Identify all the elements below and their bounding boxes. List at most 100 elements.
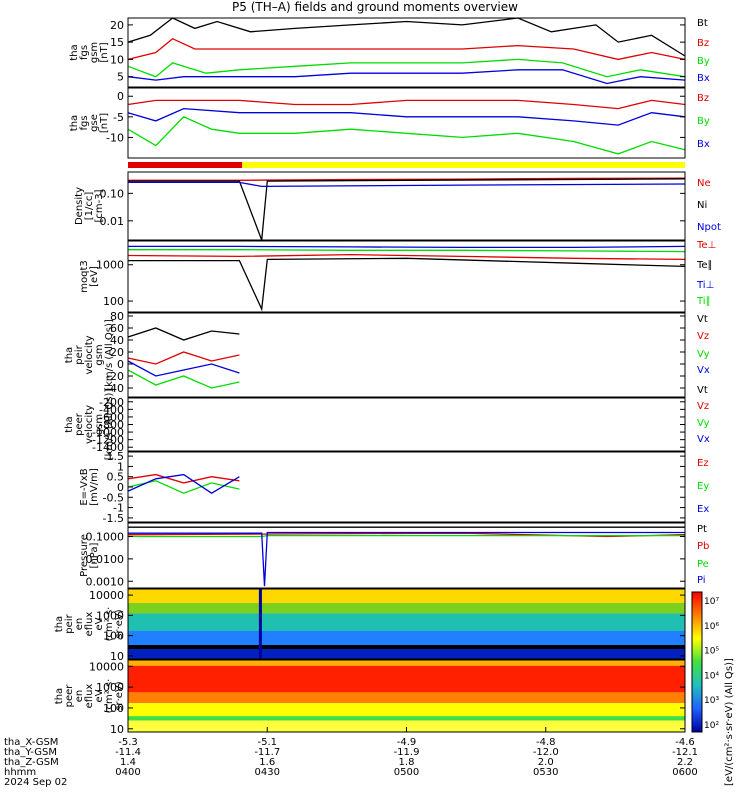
y-tick-label: 1000: [96, 609, 124, 622]
x-row-value: -11.4: [115, 747, 141, 758]
panel-frame: [127, 588, 686, 660]
colorbar-tick-label: 10⁷: [704, 597, 719, 607]
colorbar: 10⁷ 10⁶ 10⁵ 10⁴ 10³ 10² [eV/(cm²·s·sr·eV) (All…: [691, 591, 735, 786]
y-tick-label: 10: [110, 650, 124, 663]
y-axis-label: gse: [89, 114, 100, 132]
y-tick-label: 1.5: [107, 450, 125, 463]
y-axis-label: (cm²·s·: [104, 607, 115, 642]
spectrogram-band: [128, 665, 685, 693]
status-bar: [128, 162, 685, 168]
x-row-value: 2.0: [538, 757, 554, 768]
y-tick-label: -1.5: [103, 512, 124, 525]
legend-Vz: Vz: [697, 331, 709, 342]
date-label: 2024 Sep 02: [4, 777, 67, 788]
y-tick-label: 0: [117, 90, 124, 103]
panel-10: 10 100 1000 10000 tha peer en eflux eV (cm²·s· sr·…: [54, 659, 686, 736]
panel-3: 0.01 0.10 Density [1/cc] [cm-3] Ne Ni Npot: [74, 171, 721, 241]
spectrogram-band: [128, 716, 685, 721]
y-tick-label: 1000: [96, 259, 124, 272]
y-tick-label: 0.1000: [86, 530, 125, 543]
status-bar-red: [128, 162, 243, 168]
series-Bz: [127, 37, 686, 61]
x-row-value: 2.2: [677, 757, 693, 768]
y-tick-label: 0.5: [107, 471, 125, 484]
legend-Ni: Ni: [697, 200, 707, 211]
y-tick-label: -1: [113, 502, 124, 515]
x-row-label: tha_Z-GSM: [4, 757, 59, 768]
legend-Vy: Vy: [697, 349, 710, 360]
x-row-value: 0430: [255, 767, 280, 778]
legend-Vx: Vx: [697, 434, 710, 445]
colorbar-tick-label: 10³: [704, 696, 719, 706]
y-tick-label: -400: [99, 403, 124, 416]
legend-Pb: Pb: [697, 541, 709, 552]
panel-frame: [127, 240, 686, 313]
series-Vy: [127, 369, 240, 389]
series-Vz: [127, 351, 240, 365]
x-row-label: tha_X-GSM: [4, 737, 58, 748]
legend-Ti∥: Ti∥: [696, 296, 711, 307]
y-axis-label: [1/cc]: [84, 192, 95, 221]
status-bar-yellow: [242, 162, 685, 168]
panel-frame: [127, 397, 686, 452]
panel-1: 5 10 15 20 tha fgs gsm [nT] Bt Bz By Bx: [69, 17, 710, 88]
panel-frame: [127, 522, 686, 589]
y-tick-label: -20: [106, 370, 124, 383]
y-tick-label: -0.5: [103, 491, 124, 504]
y-tick-label: 0: [117, 481, 124, 494]
series-Te⊥: [127, 253, 686, 261]
y-tick-label: 10000: [89, 660, 124, 673]
x-row-value: -11.9: [394, 747, 420, 758]
x-row-value: 0600: [672, 767, 697, 778]
y-axis-label: tha: [54, 616, 65, 632]
y-axis-label: Pressure: [79, 534, 90, 577]
series-Ex: [127, 473, 240, 494]
series-Vx: [127, 360, 240, 377]
spectrogram-band: [128, 703, 685, 717]
x-row-label: tha_Y-GSM: [4, 747, 57, 758]
x-row-value: -5.3: [118, 737, 138, 748]
x-row-value: -12.1: [672, 747, 698, 758]
y-tick-label: 0.0100: [86, 553, 125, 566]
legend-By: By: [697, 56, 710, 67]
legend-Ne: Ne: [697, 178, 711, 189]
y-tick-label: -1200: [92, 434, 124, 447]
y-axis-label: E=-VxB: [79, 468, 90, 505]
legend-Ey: Ey: [697, 481, 709, 492]
x-row-value: 1.6: [259, 757, 275, 768]
y-tick-label: 100: [103, 630, 124, 643]
x-axis: tha_X-GSM -5.3 -5.1 -4.9 -4.8 -4.6 tha_Y-GSM -1…: [4, 727, 698, 788]
x-row-value: -4.9: [397, 737, 417, 748]
series-Ez: [127, 473, 240, 484]
y-axis-label: [nT]: [99, 42, 110, 62]
x-row-value: -4.8: [536, 737, 556, 748]
legend-Vz: Vz: [697, 401, 709, 412]
panel-frame: [127, 451, 686, 523]
y-axis-label: sr·eV): [114, 609, 125, 638]
spectrogram-band: [128, 660, 685, 666]
panel-frame: [127, 17, 686, 88]
y-axis-label: tha: [64, 347, 75, 363]
series-Npot: [128, 181, 686, 188]
y-axis-label: moqt3: [79, 260, 90, 293]
legend-Ex: Ex: [697, 504, 709, 515]
panel-4: 100 1000 moqt3 [eV] Te⊥ Te∥ Ti⊥ Ti∥: [79, 240, 716, 313]
y-axis-label: peer: [64, 684, 75, 708]
series-Ni: [128, 178, 686, 241]
legend-Pt: Pt: [697, 524, 707, 535]
y-axis-label: [cm-3]: [94, 189, 105, 222]
y-axis-label: eflux: [84, 612, 95, 637]
spectrogram-band: [128, 603, 685, 614]
spectrogram-band: [128, 692, 685, 704]
y-axis-label: gsm: [94, 414, 105, 435]
y-tick-label: 0.0010: [86, 575, 125, 588]
x-row-value: 0400: [115, 767, 140, 778]
y-axis-label: velocity: [84, 405, 95, 444]
series-By: [127, 116, 686, 155]
y-axis-label: peir: [64, 613, 75, 633]
legend-Vy: Vy: [697, 418, 710, 429]
y-axis-label: eV: [94, 689, 105, 702]
y-tick-label: -200: [99, 396, 124, 409]
y-tick-label: 60: [110, 322, 124, 335]
